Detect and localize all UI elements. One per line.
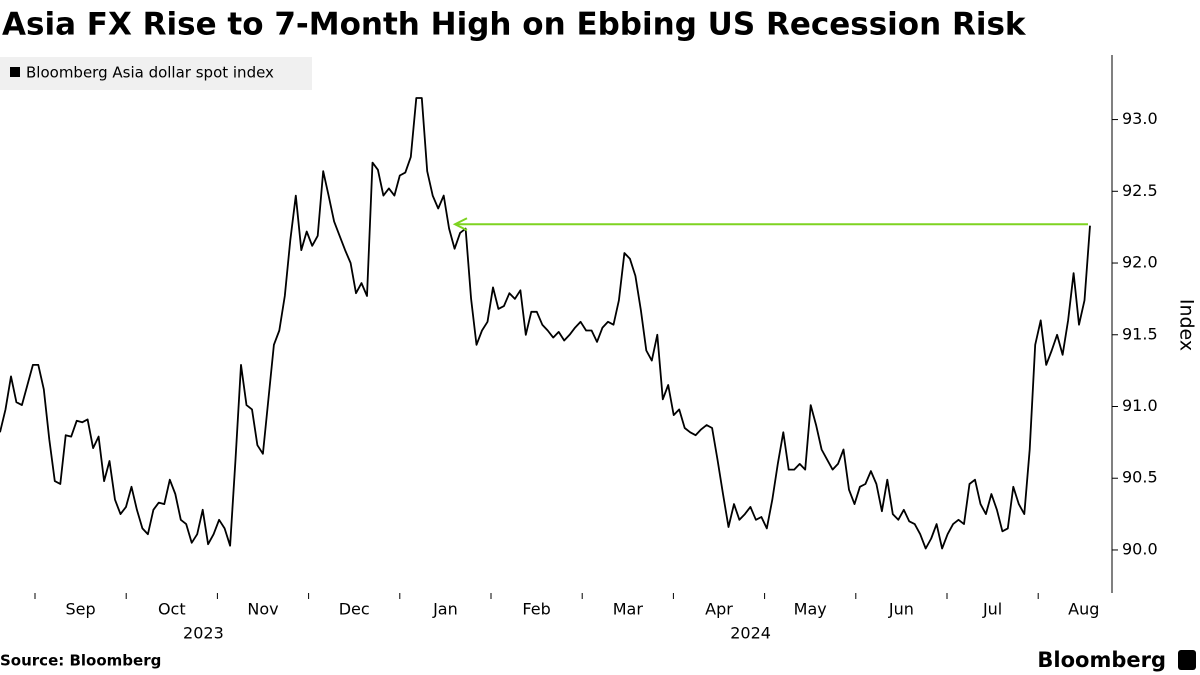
legend-label: Bloomberg Asia dollar spot index	[26, 64, 274, 82]
y-axis-label: Index	[1176, 299, 1198, 351]
annotation-arrowhead	[452, 217, 468, 232]
line-series	[0, 97, 1091, 550]
x-tick-label: Nov	[247, 600, 278, 619]
y-tick-label: 92.0	[1122, 253, 1158, 272]
y-tick-label: 93.0	[1122, 109, 1158, 128]
x-tick-label: Jul	[982, 600, 1002, 619]
legend-box	[0, 57, 312, 90]
y-tick-label: 91.5	[1122, 324, 1158, 343]
source: Source: Bloomberg	[0, 652, 161, 670]
x-group-label: 2023	[183, 624, 224, 643]
x-tick-label: Sep	[66, 600, 96, 619]
x-group-label: 2024	[730, 624, 771, 643]
brand-icon	[1178, 650, 1196, 670]
x-tick-label: May	[794, 600, 827, 619]
x-tick-label: Aug	[1068, 600, 1099, 619]
y-tick-label: 90.0	[1122, 539, 1158, 558]
legend-swatch	[10, 67, 20, 77]
chart-title: Asia FX Rise to 7-Month High on Ebbing U…	[2, 7, 1027, 43]
brand: Bloomberg	[1037, 648, 1166, 672]
x-tick-label: Jan	[432, 600, 458, 619]
x-tick-label: Mar	[613, 600, 644, 619]
y-tick-label: 90.5	[1122, 468, 1158, 487]
x-tick-label: Jun	[888, 600, 914, 619]
y-tick-label: 92.5	[1122, 181, 1158, 200]
y-tick-label: 91.0	[1122, 396, 1158, 415]
x-tick-label: Feb	[522, 600, 550, 619]
x-tick-label: Dec	[339, 600, 370, 619]
x-tick-label: Oct	[158, 600, 186, 619]
x-tick-label: Apr	[705, 600, 733, 619]
